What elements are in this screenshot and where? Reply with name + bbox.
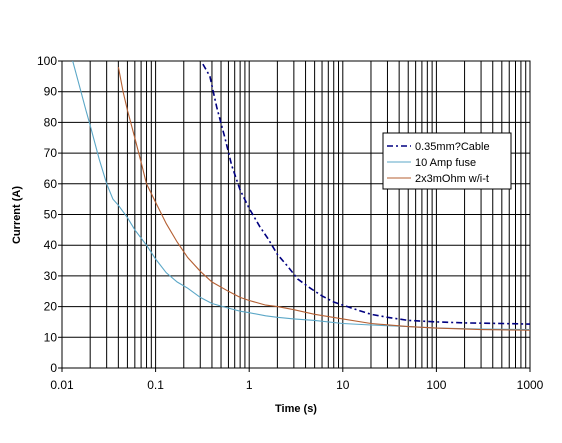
y-tick-label: 30 <box>44 269 58 283</box>
y-tick-label: 70 <box>44 146 58 160</box>
y-tick-label: 10 <box>44 330 58 344</box>
series-lines <box>72 60 531 331</box>
legend-label-3: 2x3mOhm w/i-t <box>415 173 489 185</box>
y-tick-label: 60 <box>44 177 58 191</box>
legend-label-1: 0.35mm?Cable <box>415 141 490 153</box>
y-tick-label: 80 <box>44 115 58 129</box>
y-tick-label: 90 <box>44 85 58 99</box>
x-tick-label: 0.01 <box>50 378 74 392</box>
x-tick-label: 1 <box>246 378 253 392</box>
y-axis-title: Current (A) <box>11 186 23 244</box>
legend-box <box>382 132 512 190</box>
gridlines <box>62 61 530 368</box>
y-tick-label: 0 <box>50 361 57 375</box>
x-tick-label: 100 <box>426 378 446 392</box>
x-tick-label: 0.1 <box>147 378 164 392</box>
x-tick-label: 10 <box>336 378 350 392</box>
y-tick-label: 100 <box>37 54 57 68</box>
y-tick-label: 50 <box>44 208 58 222</box>
legend: 0.35mm?Cable 10 Amp fuse 2x3mOhm w/i-t <box>382 132 512 190</box>
y-tick-label: 20 <box>44 300 58 314</box>
y-tick-labels: 0 10 20 30 40 50 60 70 80 90 100 <box>37 54 62 375</box>
y-tick-label: 40 <box>44 238 58 252</box>
x-axis-title: Time (s) <box>275 403 317 415</box>
x-tick-label: 1000 <box>517 378 544 392</box>
x-tick-labels: 0.01 0.1 1 10 100 1000 <box>50 368 544 392</box>
series-line-1 <box>202 63 531 325</box>
series-line-2 <box>72 60 531 331</box>
legend-label-2: 10 Amp fuse <box>415 157 476 169</box>
series-line-3 <box>117 66 531 331</box>
